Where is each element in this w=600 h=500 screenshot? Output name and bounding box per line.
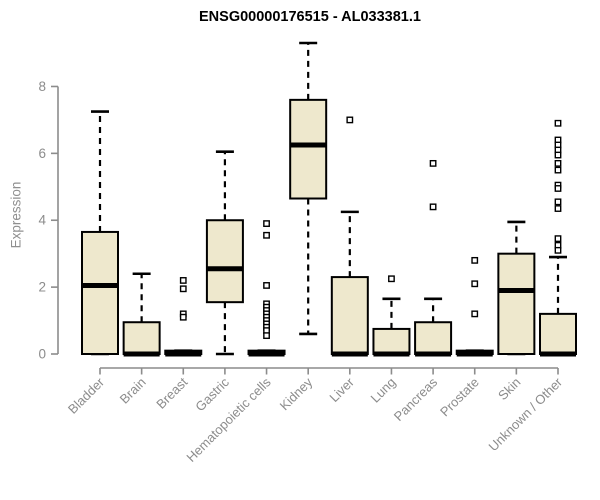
iqr-box (205, 219, 244, 304)
chart-title: ENSG00000176515 - AL033381.1 (199, 9, 421, 25)
outlier-point (554, 166, 562, 174)
box-group-prostate (455, 256, 494, 357)
x-category-label-breast: Breast (153, 374, 190, 411)
x-category-label-bladder: Bladder (65, 374, 108, 417)
outlier-point (471, 310, 479, 318)
outlier-point (179, 285, 187, 293)
outlier-point (346, 116, 354, 124)
x-category-label-gastric: Gastric (192, 374, 232, 414)
box-group-skin (497, 220, 536, 356)
iqr-box (122, 321, 161, 355)
box-group-hematopoietic-cells (247, 220, 286, 357)
box-group-brain (122, 272, 161, 357)
outlier-point (263, 282, 270, 289)
box-group-bladder (81, 110, 119, 356)
box-group-lung (372, 275, 411, 357)
x-category-label-pancreas: Pancreas (391, 374, 441, 424)
outlier-point (554, 198, 562, 206)
outlier-point (471, 280, 479, 288)
outlier-point (263, 231, 270, 239)
y-tick-label: 4 (38, 213, 46, 228)
outlier-point (554, 205, 562, 212)
iqr-box (330, 276, 369, 356)
outlier-point (388, 275, 395, 283)
outlier-point (554, 119, 562, 127)
box-group-breast (164, 277, 203, 357)
box-group-gastric (205, 150, 244, 356)
outlier-point (179, 313, 187, 321)
outlier-point (429, 203, 437, 211)
y-tick-label: 2 (38, 280, 46, 295)
box-group-unknown-other (539, 119, 577, 357)
y-tick-label: 8 (38, 79, 46, 94)
iqr-box (539, 312, 577, 356)
y-tick-label: 6 (38, 146, 46, 161)
x-category-label-lung: Lung (368, 375, 399, 406)
outlier-point (429, 159, 437, 167)
iqr-box (497, 252, 536, 355)
iqr-box (289, 98, 328, 200)
x-category-label-kidney: Kidney (277, 374, 316, 413)
box-group-pancreas (414, 159, 453, 357)
outlier-point (554, 246, 562, 254)
outlier-point (554, 185, 562, 192)
x-category-label-skin: Skin (495, 375, 523, 403)
iqr-box (414, 321, 453, 355)
outlier-point (471, 256, 479, 264)
box-group-kidney (289, 41, 328, 336)
x-category-label-brain: Brain (117, 375, 149, 407)
iqr-box (372, 327, 411, 356)
x-category-label-prostate: Prostate (437, 375, 482, 420)
x-category-label-unknown-other: Unknown / Other (486, 374, 566, 454)
x-category-label-liver: Liver (326, 374, 357, 405)
outlier-point (554, 151, 562, 159)
outlier-point (179, 277, 187, 284)
box-group-liver (330, 116, 369, 357)
outlier-point (554, 159, 562, 167)
iqr-box (81, 230, 119, 355)
y-tick-label: 0 (38, 347, 46, 362)
outlier-point (263, 220, 270, 227)
outlier-point (263, 332, 270, 340)
outlier-point (554, 235, 562, 243)
